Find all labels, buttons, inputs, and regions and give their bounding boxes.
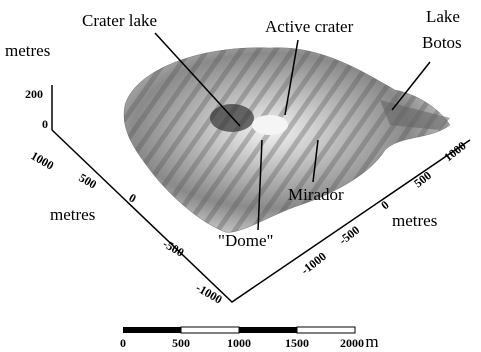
tick-label: -500 [336, 223, 362, 248]
axis-label: metres [392, 211, 437, 230]
label: Crater lake [82, 11, 157, 30]
tick-label: 0 [127, 190, 139, 205]
tick-label: -1000 [194, 280, 225, 306]
scale-unit: m [365, 332, 378, 351]
tick-label: 1000 [441, 139, 469, 165]
figure: Crater lake Active crater Lake Botos Mir… [0, 0, 481, 352]
tick-label: 0 [42, 117, 48, 131]
label: Mirador [288, 185, 344, 204]
tick-label: -500 [161, 236, 187, 259]
scale-label: 2000 [340, 336, 364, 350]
tick-label: 0 [378, 198, 391, 213]
label: Botos [422, 33, 462, 52]
label: "Dome" [218, 231, 273, 250]
label: Active crater [265, 17, 354, 36]
scale-label: 0 [120, 336, 126, 350]
terrain [124, 48, 450, 233]
scale-label: 500 [172, 336, 190, 350]
label: Lake [426, 7, 460, 26]
scale-label: 1000 [227, 336, 251, 350]
tick-label: 500 [77, 170, 100, 191]
scale-label: 1500 [285, 336, 309, 350]
tick-label: 500 [411, 168, 434, 190]
tick-label: 1000 [29, 148, 57, 172]
tick-label: 200 [25, 87, 43, 101]
scale-bar: 0 500 1000 1500 2000 m [120, 327, 379, 351]
axis-label: metres [50, 205, 95, 224]
axis-label: metres [5, 41, 50, 60]
